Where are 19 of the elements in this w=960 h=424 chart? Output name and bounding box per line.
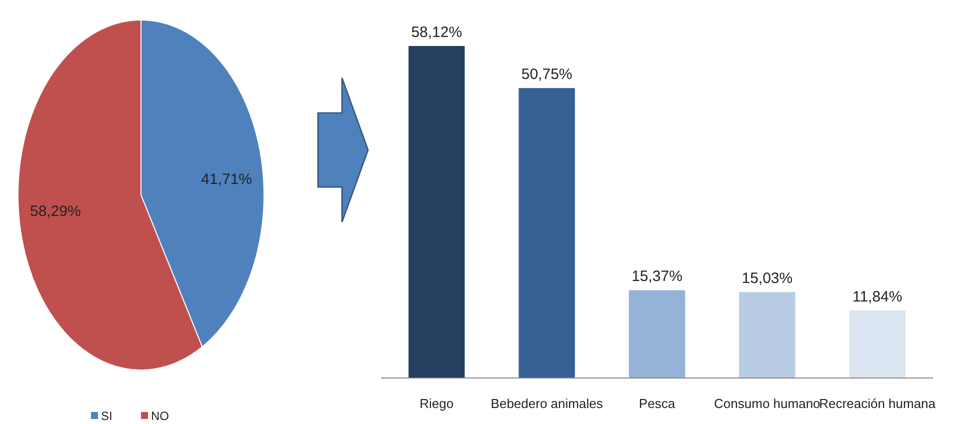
data-label: 15,37%	[632, 268, 682, 286]
data-label: 41,71%	[201, 171, 252, 188]
data-label: 58,12%	[411, 24, 462, 41]
bar	[518, 88, 575, 378]
x-tick-label: Riego	[420, 396, 454, 411]
bar	[849, 310, 906, 378]
data-label: 11,84%	[852, 288, 902, 306]
bar	[739, 292, 796, 378]
x-tick-label: Recreación humana	[819, 396, 936, 411]
x-tick-label: Bebedero animales	[490, 396, 604, 411]
data-label: 15,03%	[742, 270, 793, 288]
legend-label: NO	[151, 409, 169, 423]
legend-label: SI	[101, 409, 112, 423]
x-tick-label: Pesca	[638, 396, 676, 411]
data-label: 50,75%	[521, 66, 572, 84]
data-label: 58,29%	[30, 202, 81, 220]
bar	[408, 46, 465, 378]
bar	[628, 290, 686, 378]
x-tick-label: Consumo humano	[714, 396, 820, 411]
